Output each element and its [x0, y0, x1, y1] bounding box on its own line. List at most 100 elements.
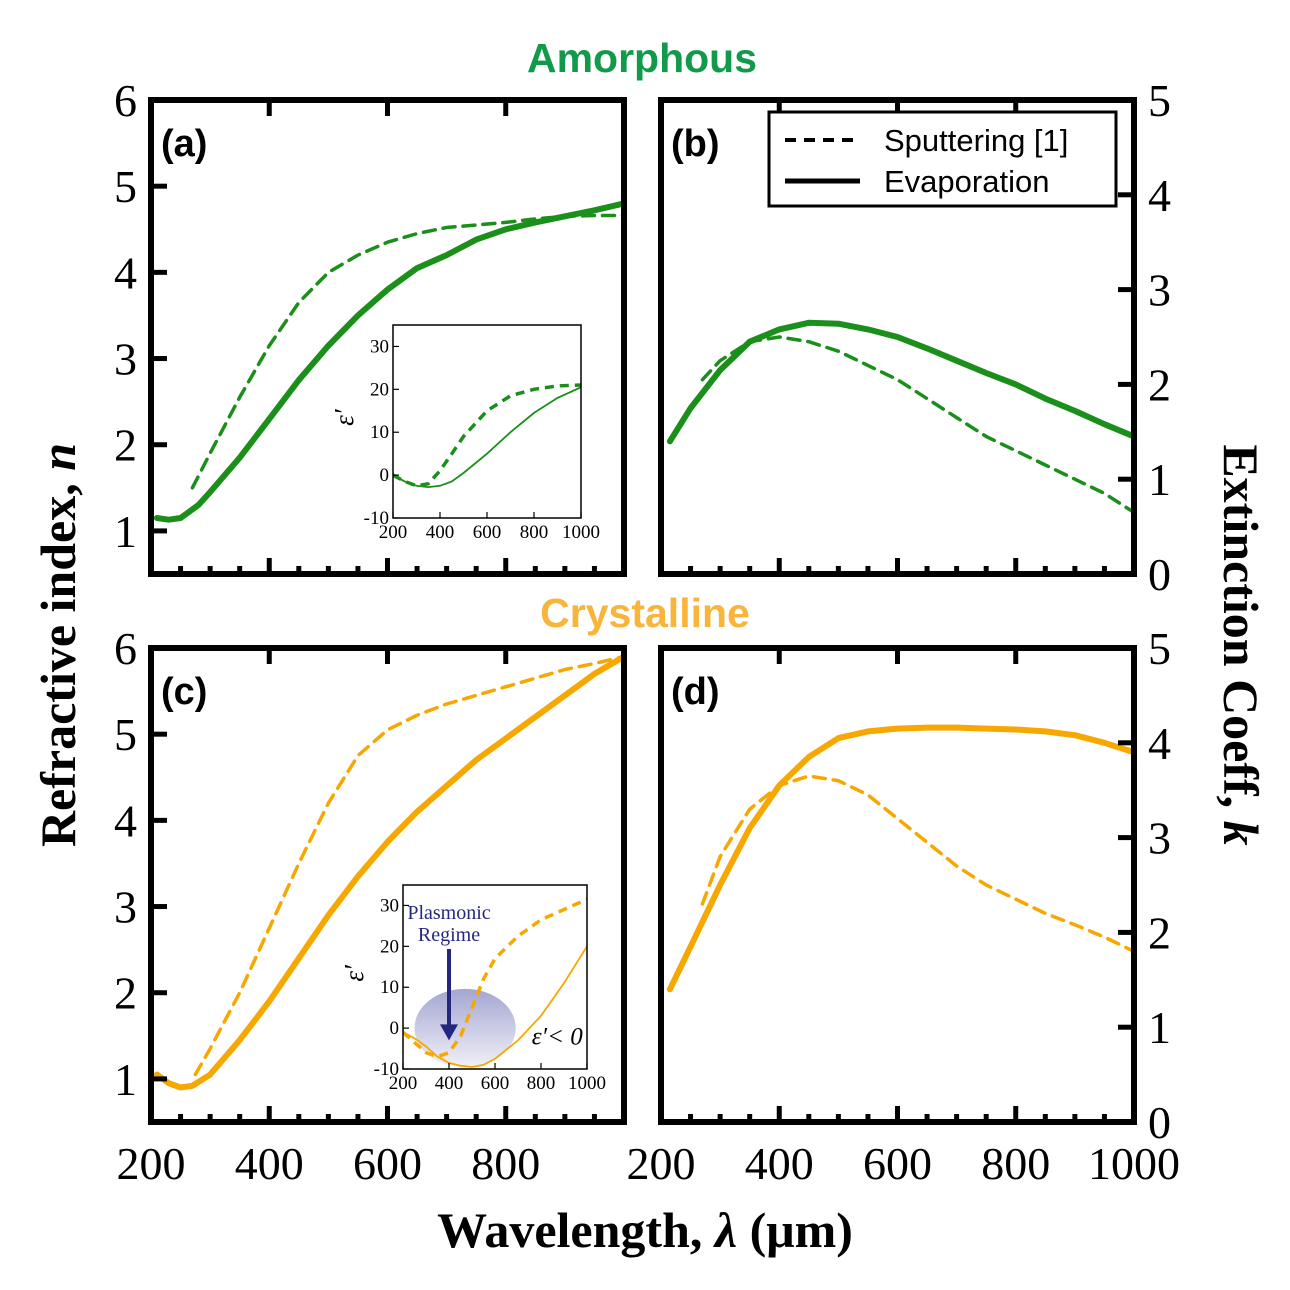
y-tick-label: 0: [1148, 1097, 1171, 1148]
inset-y-tick-label: -10: [364, 508, 389, 529]
panel-label: (a): [161, 123, 207, 165]
amorphous-title: Amorphous: [527, 35, 757, 81]
x-tick-label: 800: [981, 1138, 1050, 1189]
y-tick-label: 3: [1148, 265, 1171, 316]
x-tick-label: 600: [863, 1138, 932, 1189]
inset-y-tick-label: 0: [380, 465, 390, 486]
x-tick-label: 1000: [1088, 1138, 1180, 1189]
y-tick-label: 2: [114, 968, 137, 1019]
x-tick-label: 400: [745, 1138, 814, 1189]
y-tick-label: 1: [1148, 454, 1171, 505]
sputtering-series-line: [193, 654, 624, 1077]
x-tick-label: 200: [117, 1138, 186, 1189]
right-y-axis-label-text: Extinction Coeff,: [1213, 444, 1269, 820]
evaporation-series-line: [666, 724, 1134, 993]
panel-label: (b): [671, 123, 720, 165]
y-tick-label: 2: [1148, 907, 1171, 958]
inset-x-tick-label: 800: [520, 522, 549, 543]
panel-a: 1 2 3 4 5 6 (a) 200 400 600 800 1000 -10 0 10 20 30 ε′: [114, 75, 627, 577]
x-axis-label-text: Wavelength,: [437, 1202, 715, 1258]
y-tick-label: 4: [1148, 718, 1171, 769]
inset-y-tick-label: 0: [390, 1018, 400, 1039]
y-tick-label: 5: [114, 161, 137, 212]
epsilon-negative-label: ε′< 0: [532, 1023, 583, 1050]
sputtering-series-line: [700, 335, 1134, 515]
left-y-axis-label: Refractive index, n: [30, 443, 86, 847]
inset-evaporation-line: [403, 945, 587, 1068]
y-tick-label: 5: [1148, 623, 1171, 674]
y-tick-label: 1: [1148, 1002, 1171, 1053]
inset: 200 400 600 800 1000 -10 0 10 20 30 ε′ PlasmonicReg…: [339, 884, 606, 1094]
right-y-axis-label-symbol: k: [1213, 821, 1269, 846]
left-y-axis-label-symbol: n: [30, 443, 86, 471]
y-tick-label: 3: [1148, 813, 1171, 864]
plasmonic-annotation-line2: Regime: [418, 924, 480, 946]
inset-y-tick-label: 10: [370, 422, 389, 443]
panel-label: (d): [671, 671, 720, 713]
evaporation-series-line: [153, 653, 624, 1091]
inset-x-tick-label: 600: [473, 522, 502, 543]
x-tick-label: 800: [471, 1138, 540, 1189]
left-y-axis-label-text: Refractive index,: [30, 471, 86, 847]
inset-y-axis-label: ε′: [329, 408, 359, 426]
right-y-axis-label: Extinction Coeff, k: [1213, 444, 1269, 845]
panel-b: 0 1 2 3 4 5 (b): [658, 75, 1171, 600]
plasmonic-region: [414, 988, 516, 1068]
legend-solid-label: Evaporation: [884, 164, 1049, 199]
y-tick-label: 4: [114, 795, 137, 846]
y-tick-label: 2: [114, 420, 137, 471]
y-tick-label: 2: [1148, 359, 1171, 410]
x-tick-label: 200: [627, 1138, 696, 1189]
inset-evaporation-line: [393, 386, 581, 489]
y-tick-label: 4: [114, 247, 137, 298]
inset-x-tick-label: 200: [389, 1073, 418, 1094]
plasmonic-annotation: Plasmonic: [407, 902, 490, 924]
panel-d: 0 1 2 3 4 5 200 400 600 800 1000 (d): [627, 623, 1181, 1189]
y-tick-label: 0: [1148, 549, 1171, 600]
inset: 200 400 600 800 1000 -10 0 10 20 30 ε′: [329, 324, 600, 543]
inset-y-tick-label: 20: [370, 379, 389, 400]
y-tick-label: 3: [114, 334, 137, 385]
inset-x-tick-label: 400: [435, 1073, 464, 1094]
legend-dashed-label: Sputtering [1]: [884, 123, 1068, 158]
inset-x-tick-label: 400: [426, 522, 455, 543]
inset-x-tick-label: 800: [527, 1073, 556, 1094]
x-axis-label: Wavelength, λ (μm): [437, 1202, 853, 1258]
y-tick-label: 5: [1148, 75, 1171, 126]
y-tick-label: 1: [114, 1054, 137, 1105]
evaporation-series-line: [666, 319, 1134, 445]
inset-sputtering-line: [403, 897, 587, 1059]
inset-y-axis-label: ε′: [339, 964, 369, 982]
y-tick-label: 5: [114, 709, 137, 760]
plasmonic-arrow-head: [440, 1024, 458, 1041]
y-tick-label: 6: [114, 75, 137, 126]
crystalline-title: Crystalline: [540, 590, 750, 636]
sputtering-series-line: [700, 774, 1134, 954]
evaporation-series-line: [153, 200, 624, 523]
y-tick-label: 4: [1148, 170, 1171, 221]
y-tick-label: 6: [114, 623, 137, 674]
x-tick-label: 600: [353, 1138, 422, 1189]
plot-frame: [658, 645, 1137, 1125]
x-tick-label: 400: [235, 1138, 304, 1189]
y-tick-label: 1: [114, 506, 137, 557]
x-axis-label-symbol: λ: [713, 1202, 737, 1258]
x-axis-label-unit: (μm): [737, 1202, 853, 1258]
legend-box: [767, 110, 1118, 208]
inset-x-tick-label: 1000: [568, 1073, 606, 1094]
inset-background: [393, 325, 581, 518]
inset-x-tick-label: 1000: [562, 522, 600, 543]
inset-y-tick-label: 30: [370, 336, 389, 357]
inset-x-tick-label: 200: [379, 522, 408, 543]
panel-label: (c): [161, 671, 207, 713]
inset-y-tick-label: -10: [374, 1059, 399, 1080]
inset-y-tick-label: 30: [380, 895, 399, 916]
inset-y-tick-label: 10: [380, 977, 399, 998]
inset-y-tick-label: 20: [380, 936, 399, 957]
y-tick-label: 3: [114, 882, 137, 933]
inset-x-tick-label: 600: [481, 1073, 510, 1094]
legend: Sputtering [1] Evaporation: [767, 110, 1118, 208]
